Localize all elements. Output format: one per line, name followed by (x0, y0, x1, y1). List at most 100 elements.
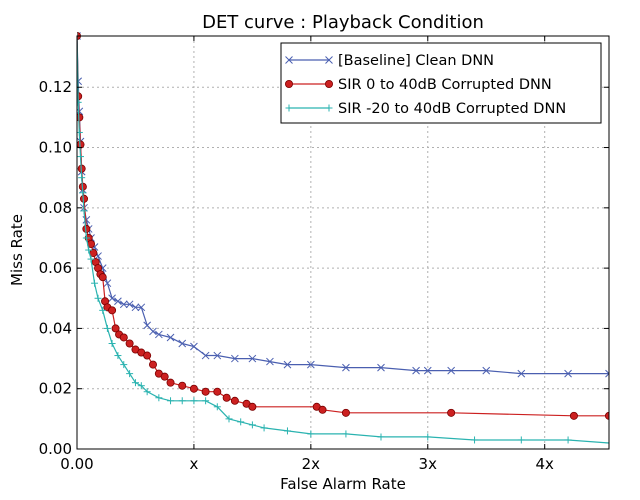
data-point (111, 324, 120, 333)
data-point (82, 234, 90, 242)
legend-item: [Baseline] Clean DNN (285, 53, 494, 69)
y-tick-label: 0.08 (39, 199, 72, 217)
marker-stroke (154, 330, 163, 339)
data-point (202, 397, 210, 405)
data-point (166, 378, 175, 387)
data-point (260, 424, 268, 432)
data-point (125, 300, 134, 309)
x-tick-label: x (189, 455, 198, 473)
data-point (178, 339, 187, 348)
data-point (190, 342, 198, 351)
y-axis-label: Miss Rate (8, 214, 26, 286)
data-point (77, 153, 85, 161)
data-point (318, 405, 327, 414)
marker-stroke (131, 303, 140, 312)
data-point (108, 306, 117, 315)
data-point (230, 396, 239, 405)
data-point (131, 303, 140, 312)
data-point (178, 397, 186, 405)
data-point (137, 382, 145, 390)
data-point (131, 379, 139, 387)
x-axis-label: False Alarm Rate (280, 475, 406, 493)
data-point (213, 351, 222, 360)
marker-stroke (125, 300, 134, 309)
data-point (605, 369, 609, 378)
marker-stroke (377, 363, 385, 372)
data-point (201, 351, 210, 360)
data-point (517, 369, 526, 378)
marker-stroke (82, 216, 91, 224)
marker-stroke (342, 363, 350, 372)
data-point (307, 430, 315, 438)
data-point (178, 381, 187, 390)
y-tick-label: 0.06 (39, 259, 72, 277)
marker-stroke (605, 372, 609, 378)
legend-marker (325, 56, 333, 64)
data-point (225, 415, 233, 423)
legend-marker (285, 56, 293, 64)
y-tick-label: 0.12 (39, 78, 72, 96)
data-point (341, 408, 350, 417)
data-point (605, 439, 609, 447)
marker-stroke (230, 354, 239, 363)
data-point (143, 351, 152, 360)
data-point (248, 402, 257, 411)
data-point (306, 360, 315, 369)
legend-label: SIR 0 to 40dB Corrupted DNN (338, 77, 552, 93)
data-point (283, 360, 292, 369)
data-point (80, 207, 88, 215)
ticks: 0.00 x 2x 3x 4x 0.00 0.02 0.04 0.06 0.08 0.10 0.12 (39, 36, 609, 473)
data-point (120, 361, 128, 369)
data-point (166, 333, 175, 342)
data-point (482, 366, 491, 375)
legend-marker (324, 80, 333, 89)
data-point (143, 388, 151, 396)
data-point (98, 273, 107, 282)
data-point (230, 354, 239, 363)
series-2 (77, 32, 609, 420)
marker-stroke (103, 279, 112, 288)
plot-frame (76, 35, 610, 450)
data-point (103, 279, 112, 288)
data-point (114, 352, 122, 360)
marker-stroke (564, 369, 572, 378)
legend-label: [Baseline] Clean DNN (338, 53, 494, 69)
y-tick-label: 0.00 (39, 440, 72, 458)
data-point (137, 303, 146, 312)
data-point (423, 366, 432, 375)
legend-item: SIR -20 to 40dB Corrupted DNN (285, 101, 566, 117)
data-point (213, 387, 222, 396)
data-point (283, 427, 291, 435)
marker-stroke (447, 366, 456, 375)
legend-label: SIR -20 to 40dB Corrupted DNN (338, 101, 566, 117)
data-point (148, 360, 157, 369)
marker-stroke (213, 351, 222, 360)
data-point (108, 339, 116, 347)
x-tick-label: 0.00 (60, 455, 93, 473)
data-point (190, 397, 198, 405)
data-point (167, 397, 175, 405)
series-3 (77, 32, 609, 447)
data-point (154, 330, 163, 339)
data-point (143, 321, 152, 330)
marker-stroke (412, 366, 420, 375)
data-point (78, 174, 86, 182)
data-point (155, 394, 163, 402)
data-point (119, 333, 128, 342)
series-line (77, 35, 609, 444)
series-layer (77, 32, 609, 447)
marker-stroke (517, 369, 526, 378)
data-point (85, 246, 93, 254)
legend-marker (285, 104, 293, 112)
marker-stroke (114, 297, 122, 306)
marker-stroke (423, 366, 432, 375)
data-point (125, 339, 134, 348)
marker-stroke (285, 56, 293, 64)
data-point (87, 255, 95, 263)
data-point (569, 411, 578, 420)
marker-stroke (149, 327, 157, 336)
data-point (126, 370, 134, 378)
data-point (79, 189, 87, 197)
marker-stroke (201, 351, 210, 360)
